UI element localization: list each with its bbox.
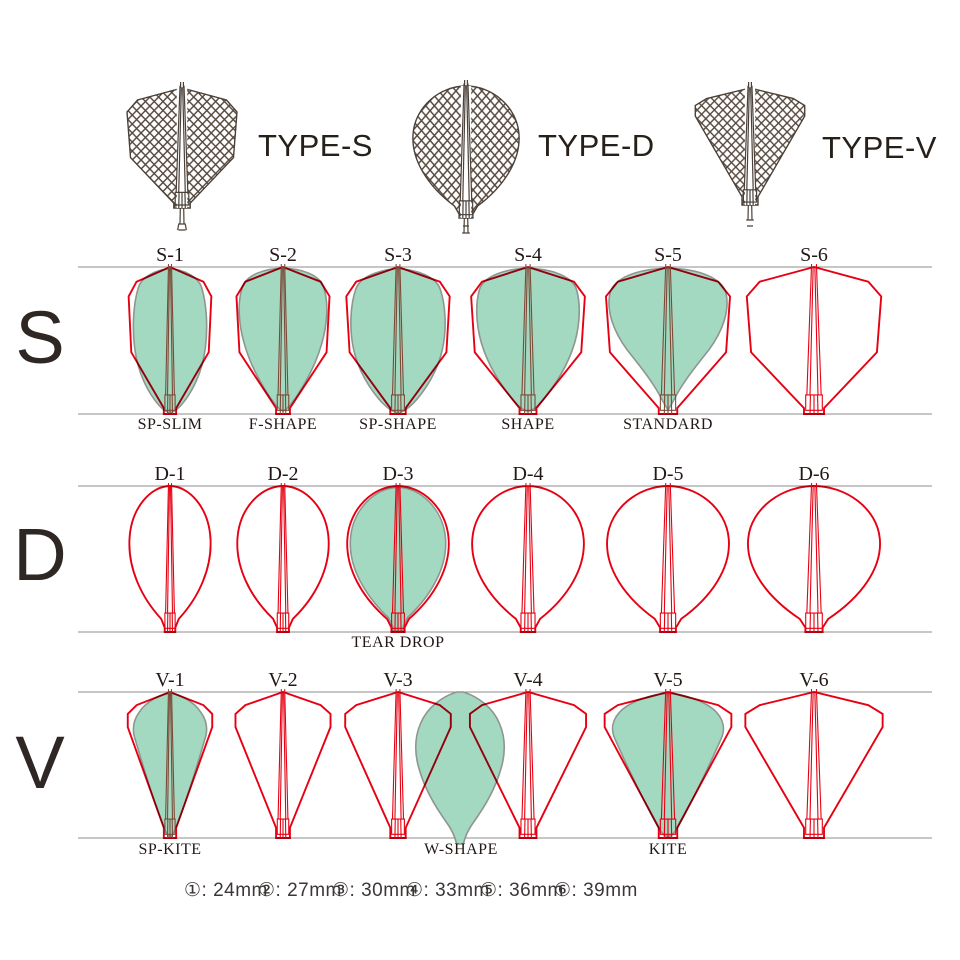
- col-label-v-3: V-3: [383, 669, 412, 691]
- col-label-s-2: S-2: [269, 244, 297, 266]
- col-label-s-4: S-4: [514, 244, 542, 266]
- shape-fill-f-shape: [237, 267, 329, 413]
- col-label-v-5: V-5: [653, 669, 682, 691]
- shaft-s-6: [804, 263, 824, 415]
- shape-name-standard: STANDARD: [623, 416, 713, 433]
- shaft-d-6: [804, 482, 824, 633]
- col-label-d-4: D-4: [512, 463, 543, 485]
- shape-name-sp-kite: SP-KITE: [138, 841, 201, 858]
- shape-name-sp-slim: SP-SLIM: [138, 416, 203, 433]
- row-letter-s: S: [15, 296, 64, 379]
- shaft-v-6: [804, 688, 824, 839]
- shaft-d-2: [276, 482, 290, 633]
- shape-name-f-shape: F-SHAPE: [249, 416, 317, 433]
- col-label-s-3: S-3: [384, 244, 412, 266]
- type-label-s: TYPE-S: [258, 128, 373, 163]
- flight-outline-v-6: [743, 690, 885, 840]
- flight-outline-d-4: [470, 484, 586, 634]
- flight-outline-d-2: [235, 484, 331, 634]
- shaft-v-4: [520, 688, 536, 839]
- shaft-d-1: [164, 482, 176, 633]
- size-legend: ①: 24mm ②: 27mm ③: 30mm ④: 33mm ⑤: 36mm …: [184, 880, 638, 901]
- legend-item-6: ⑥: 39mm: [554, 880, 638, 901]
- row-s: S S-1 S-2 S-3 S-4 S-5 S-6 SP-SLIM F-SHAP…: [15, 244, 932, 433]
- type-icon-v: [694, 82, 806, 227]
- shape-fill-sp-kite: [132, 692, 208, 838]
- shaft-v-3: [390, 688, 406, 839]
- shaft-d-5: [659, 482, 677, 633]
- col-label-d-3: D-3: [382, 463, 413, 485]
- col-label-v-4: V-4: [513, 669, 542, 691]
- col-label-s-1: S-1: [156, 244, 184, 266]
- shape-fill-tear-drop: [349, 486, 447, 632]
- shape-name-w-shape: W-SHAPE: [424, 841, 498, 858]
- row-letter-v: V: [15, 721, 65, 804]
- shape-fill-sp-slim: [132, 267, 208, 414]
- col-label-v-1: V-1: [155, 669, 184, 691]
- row-d: D D-1 D-2 D-3 D-4 D-5 D-6 TEAR DROP: [13, 463, 932, 651]
- legend-item-2: ②: 27mm: [258, 880, 342, 901]
- shape-name-kite: KITE: [649, 841, 687, 858]
- shape-name-tear-drop: TEAR DROP: [352, 634, 445, 651]
- row-v: V V-1 V-2 V-3 V-4 V-5 V-6 SP-KITE W-SHAP…: [15, 669, 932, 858]
- flight-outline-d-6: [746, 484, 882, 634]
- shape-fill-kite: [611, 692, 725, 838]
- shaft-v-2: [276, 688, 290, 839]
- legend-item-3: ③: 30mm: [332, 880, 416, 901]
- type-v-stem: [746, 82, 754, 227]
- col-label-d-1: D-1: [154, 463, 185, 485]
- shape-fill-shape: [475, 267, 581, 413]
- shape-fill-sp-shape: [349, 267, 447, 414]
- type-d-stem: [462, 80, 470, 234]
- type-icon-s: [126, 82, 238, 231]
- type-s-stem: [177, 82, 187, 231]
- col-label-v-6: V-6: [799, 669, 828, 691]
- shape-name-shape: SHAPE: [501, 416, 554, 433]
- type-label-v: TYPE-V: [822, 130, 937, 165]
- type-icon-d: [411, 80, 521, 234]
- flight-outline-v-2: [234, 690, 332, 840]
- legend-item-4: ④: 33mm: [406, 880, 490, 901]
- shape-name-sp-shape: SP-SHAPE: [359, 416, 437, 433]
- col-label-v-2: V-2: [268, 669, 297, 691]
- flight-outline-s-6: [745, 265, 883, 416]
- shape-fill-standard: [607, 267, 729, 411]
- flight-outline-d-1: [127, 484, 213, 634]
- col-label-d-6: D-6: [798, 463, 829, 485]
- legend-item-1: ①: 24mm: [184, 880, 268, 901]
- col-label-s-5: S-5: [654, 244, 682, 266]
- col-label-d-5: D-5: [652, 463, 683, 485]
- row-letter-d: D: [13, 513, 66, 596]
- col-label-d-2: D-2: [267, 463, 298, 485]
- shaft-d-4: [520, 482, 536, 633]
- col-label-s-6: S-6: [800, 244, 828, 266]
- flight-outline-d-5: [605, 484, 731, 634]
- legend-item-5: ⑤: 36mm: [480, 880, 564, 901]
- type-label-d: TYPE-D: [538, 128, 655, 163]
